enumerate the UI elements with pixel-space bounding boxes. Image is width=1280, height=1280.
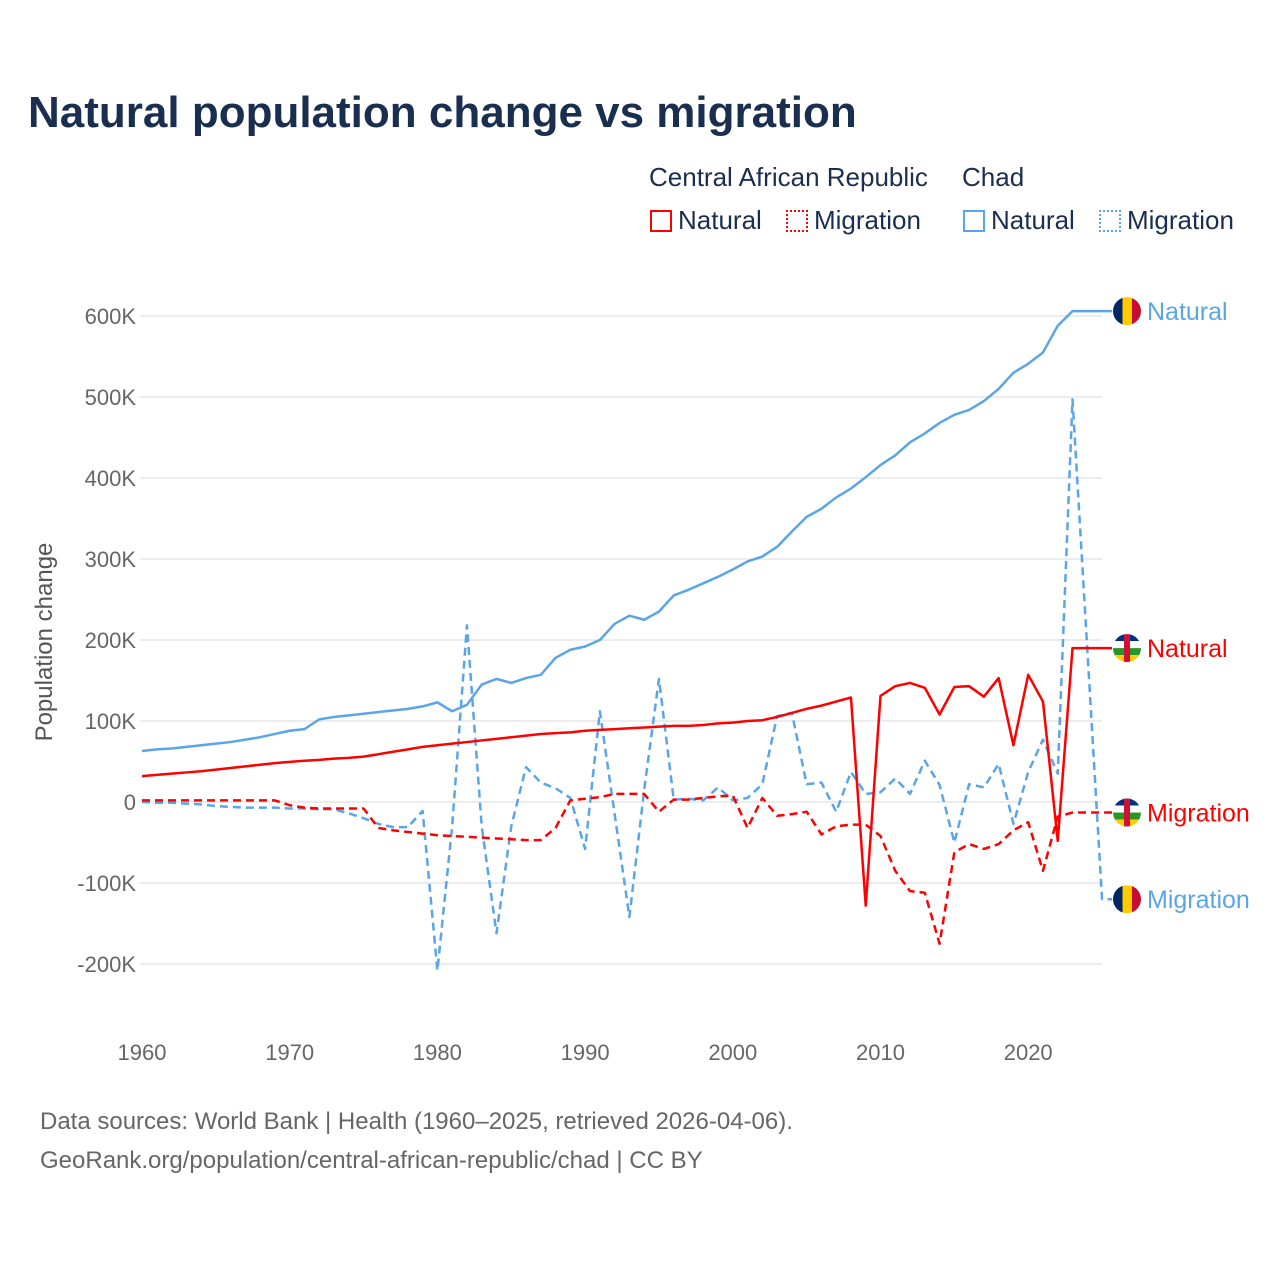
x-tick-label: 1970: [265, 1040, 314, 1065]
y-tick-label: 300K: [85, 547, 137, 572]
legend-swatch: [963, 209, 985, 232]
series-end-label: Natural: [1147, 298, 1228, 326]
y-tick-label: -100K: [77, 871, 136, 896]
y-tick-label: 400K: [85, 466, 137, 491]
legend-car-migration[interactable]: Migration: [786, 205, 921, 236]
y-tick-label: 500K: [85, 385, 137, 410]
legend-swatch: [650, 209, 672, 232]
car-flag-icon: [1113, 798, 1141, 827]
legend-label: Migration: [814, 205, 921, 235]
legend-group-car: Central African Republic: [649, 162, 928, 192]
series-line-central-african-republic-migration: [142, 792, 1112, 945]
legend-swatch: [786, 209, 808, 232]
y-tick-label: 200K: [85, 628, 137, 653]
series-end-label: Migration: [1147, 886, 1250, 914]
chart-title: Natural population change vs migration: [28, 88, 857, 137]
legend-label: Migration: [1127, 205, 1234, 235]
series-line-chad-natural: [141, 309, 1112, 753]
chad-flag-icon: [1113, 885, 1141, 914]
y-tick-label: 100K: [85, 709, 137, 734]
car-flag-icon: [1113, 634, 1141, 663]
x-tick-label: 2000: [708, 1040, 757, 1065]
series-end-label: Migration: [1147, 800, 1250, 828]
x-tick-label: 1980: [413, 1040, 462, 1065]
legend-label: Natural: [991, 205, 1075, 235]
y-tick-label: 0: [124, 790, 136, 815]
legend-car-natural[interactable]: Natural: [650, 205, 762, 236]
footer-source: Data sources: World Bank | Health (1960–…: [40, 1108, 793, 1135]
legend-chad-natural[interactable]: Natural: [963, 205, 1075, 236]
x-tick-label: 2020: [1004, 1040, 1053, 1065]
x-tick-label: 2010: [856, 1040, 905, 1065]
legend-group-chad: Chad: [962, 162, 1025, 192]
chad-flag-icon: [1113, 297, 1141, 326]
legend-swatch: [1099, 209, 1121, 232]
y-tick-label: -200K: [77, 952, 136, 977]
x-tick-label: 1960: [118, 1040, 167, 1065]
series-end-label: Natural: [1147, 635, 1228, 663]
legend-label: Natural: [678, 205, 762, 235]
x-tick-label: 1990: [561, 1040, 610, 1065]
series-line-chad-migration: [141, 398, 1112, 972]
legend-chad-migration[interactable]: Migration: [1099, 205, 1234, 236]
y-axis-label: Population change: [31, 543, 58, 742]
series-line-central-african-republic-natural: [141, 646, 1112, 907]
footer-credit: GeoRank.org/population/central-african-r…: [40, 1147, 703, 1174]
y-tick-label: 600K: [85, 304, 137, 329]
